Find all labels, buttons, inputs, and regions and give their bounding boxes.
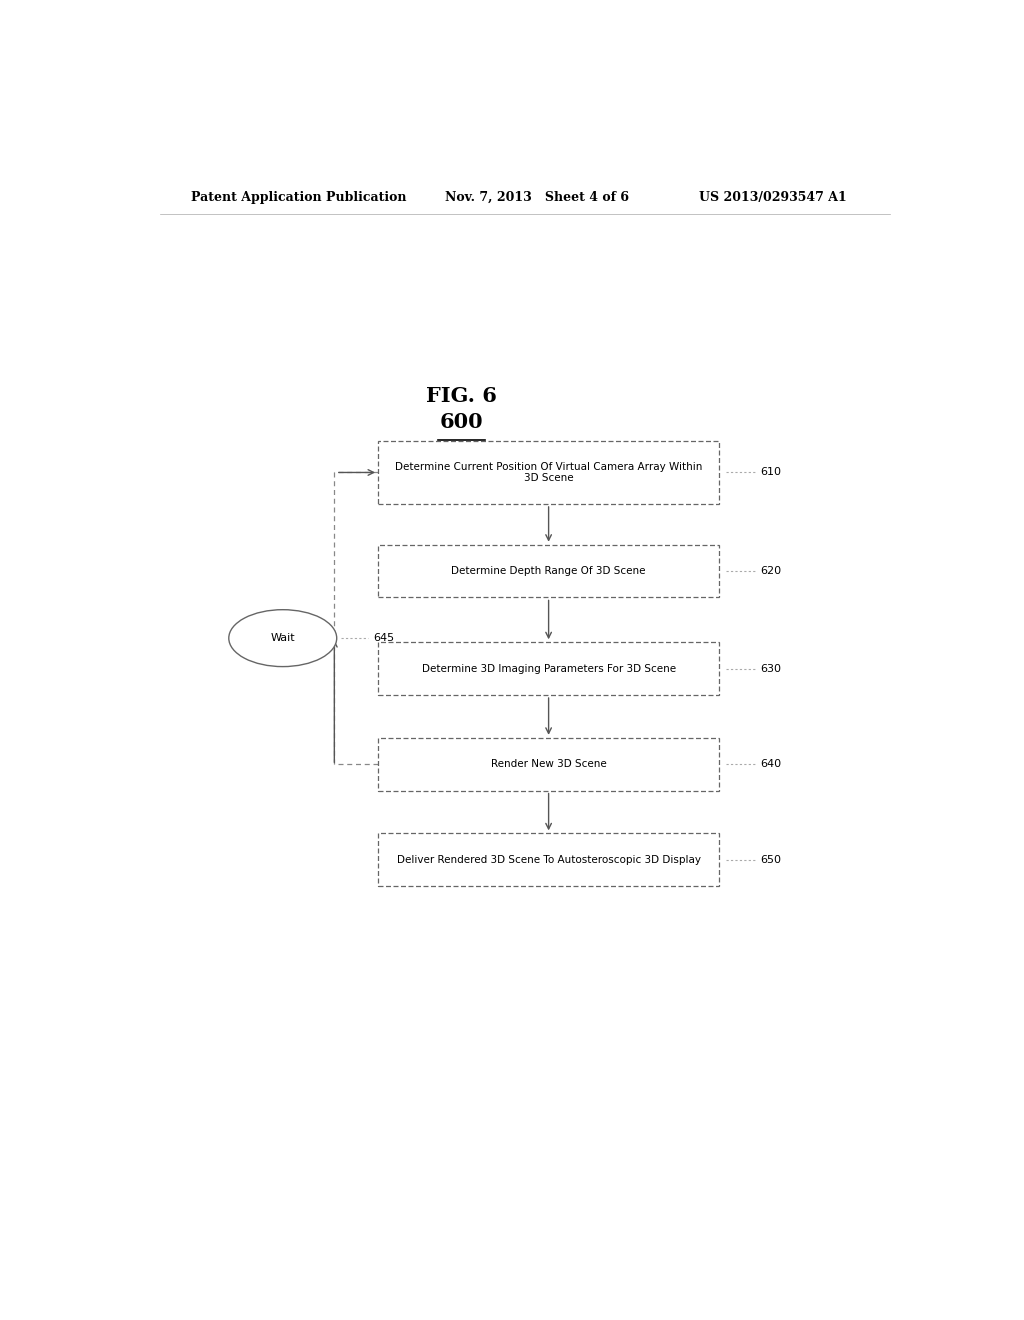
Text: Determine 3D Imaging Parameters For 3D Scene: Determine 3D Imaging Parameters For 3D S…: [422, 664, 676, 673]
Text: Nov. 7, 2013   Sheet 4 of 6: Nov. 7, 2013 Sheet 4 of 6: [445, 191, 630, 205]
FancyBboxPatch shape: [378, 441, 719, 504]
Text: US 2013/0293547 A1: US 2013/0293547 A1: [699, 191, 847, 205]
Text: 620: 620: [761, 566, 781, 576]
Ellipse shape: [228, 610, 337, 667]
Text: FIG. 6: FIG. 6: [426, 387, 497, 407]
FancyBboxPatch shape: [378, 643, 719, 696]
Text: Determine Depth Range Of 3D Scene: Determine Depth Range Of 3D Scene: [452, 566, 646, 576]
Text: 645: 645: [373, 634, 394, 643]
FancyBboxPatch shape: [378, 545, 719, 598]
Text: 600: 600: [439, 412, 483, 432]
Text: Patent Application Publication: Patent Application Publication: [191, 191, 407, 205]
Text: 610: 610: [761, 467, 781, 478]
Text: 630: 630: [761, 664, 781, 673]
Text: Determine Current Position Of Virtual Camera Array Within
3D Scene: Determine Current Position Of Virtual Ca…: [395, 462, 702, 483]
Text: 650: 650: [761, 855, 781, 865]
Text: Render New 3D Scene: Render New 3D Scene: [490, 759, 606, 770]
Text: Deliver Rendered 3D Scene To Autosteroscopic 3D Display: Deliver Rendered 3D Scene To Autosterosc…: [396, 855, 700, 865]
Text: Wait: Wait: [270, 634, 295, 643]
FancyBboxPatch shape: [378, 833, 719, 886]
FancyBboxPatch shape: [378, 738, 719, 791]
Text: 640: 640: [761, 759, 781, 770]
